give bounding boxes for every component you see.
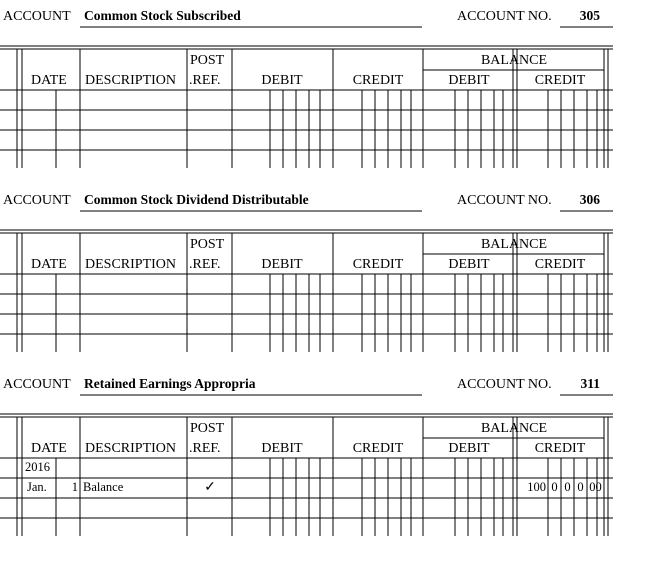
account-name: Common Stock Dividend Distributable bbox=[84, 192, 309, 207]
label: DATE bbox=[31, 73, 67, 88]
label: DEBIT bbox=[261, 441, 303, 456]
label: POST bbox=[190, 237, 225, 252]
month-cell: Jan. bbox=[27, 480, 47, 494]
label: DATE bbox=[31, 441, 67, 456]
account-name: Common Stock Subscribed bbox=[84, 8, 241, 23]
label: BALANCE bbox=[481, 53, 547, 68]
balance-credit-cell: 00 bbox=[589, 480, 602, 494]
description-cell: Balance bbox=[83, 480, 124, 494]
label: DEBIT bbox=[448, 257, 490, 272]
balance-credit-cell: 0 bbox=[564, 480, 570, 494]
balance-credit-cell: 100 bbox=[527, 480, 546, 494]
label: CREDIT bbox=[353, 257, 404, 272]
label: DEBIT bbox=[261, 73, 303, 88]
label: DESCRIPTION bbox=[85, 257, 176, 272]
label: DEBIT bbox=[448, 73, 490, 88]
day-cell: 1 bbox=[72, 480, 78, 494]
label: CREDIT bbox=[353, 441, 404, 456]
label: CREDIT bbox=[353, 73, 404, 88]
label: POST bbox=[190, 53, 225, 68]
label: BALANCE bbox=[481, 237, 547, 252]
account-number: 306 bbox=[580, 192, 601, 207]
balance-credit-cell: 0 bbox=[551, 480, 557, 494]
balance-credit-cell: 0 bbox=[577, 480, 583, 494]
account-name: Retained Earnings Appropria bbox=[84, 376, 256, 391]
account-no-label: ACCOUNT NO. bbox=[457, 9, 552, 24]
account-label: ACCOUNT bbox=[3, 9, 71, 24]
label: .REF. bbox=[189, 73, 221, 88]
label: DATE bbox=[31, 257, 67, 272]
date-cell: 2016 bbox=[25, 460, 50, 474]
label: DESCRIPTION bbox=[85, 73, 176, 88]
label: CREDIT bbox=[535, 73, 586, 88]
label: .REF. bbox=[189, 441, 221, 456]
label: CREDIT bbox=[535, 441, 586, 456]
account-label: ACCOUNT bbox=[3, 377, 71, 392]
account-label: ACCOUNT bbox=[3, 193, 71, 208]
label: POST bbox=[190, 421, 225, 436]
label: DEBIT bbox=[448, 441, 490, 456]
label: .REF. bbox=[189, 257, 221, 272]
account-number: 305 bbox=[580, 8, 601, 23]
label: BALANCE bbox=[481, 421, 547, 436]
label: CREDIT bbox=[535, 257, 586, 272]
account-number: 311 bbox=[580, 376, 600, 391]
account-no-label: ACCOUNT NO. bbox=[457, 377, 552, 392]
account-no-label: ACCOUNT NO. bbox=[457, 193, 552, 208]
label: DESCRIPTION bbox=[85, 441, 176, 456]
post-ref-cell: ✓ bbox=[204, 480, 216, 495]
label: DEBIT bbox=[261, 257, 303, 272]
